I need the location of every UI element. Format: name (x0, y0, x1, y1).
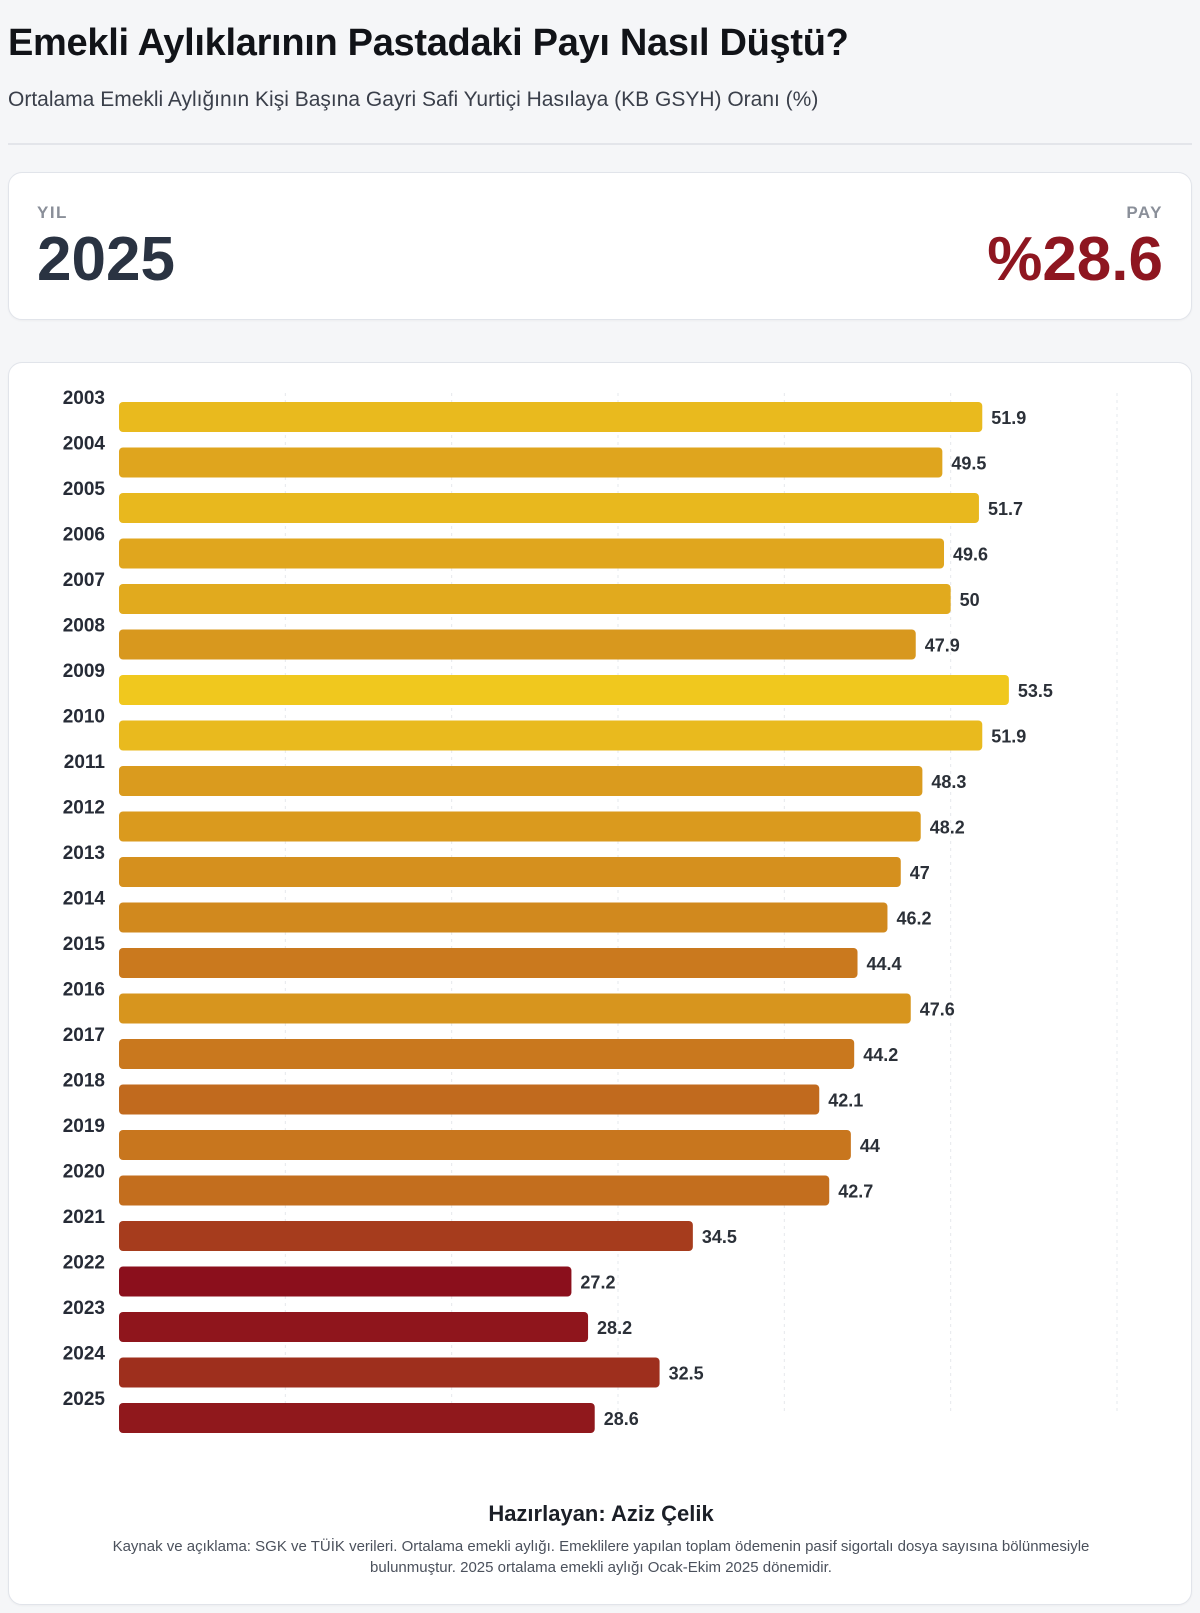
bar (119, 811, 921, 842)
value-label: 49.6 (953, 545, 988, 565)
value-label: 51.9 (991, 727, 1026, 747)
share-value: %28.6 (987, 225, 1163, 294)
bar (119, 1175, 830, 1206)
value-label: 47 (910, 863, 930, 883)
category-label: 2008 (63, 616, 105, 637)
category-label: 2016 (63, 980, 105, 1001)
category-label: 2020 (63, 1162, 105, 1183)
value-label: 50 (960, 590, 980, 610)
bar (119, 538, 945, 569)
value-label: 42.1 (828, 1091, 863, 1111)
category-label: 2009 (63, 661, 105, 682)
value-label: 44 (860, 1136, 880, 1156)
category-label: 2014 (63, 889, 106, 910)
bar (119, 948, 858, 978)
credit-text: Hazırlayan: Aziz Çelik (488, 1501, 714, 1526)
value-label: 51.9 (991, 408, 1026, 428)
value-label: 27.2 (580, 1273, 615, 1293)
category-label: 2006 (63, 525, 105, 546)
value-label: 48.3 (931, 772, 966, 792)
bar (119, 993, 911, 1024)
category-label: 2005 (63, 479, 106, 500)
value-label: 34.5 (702, 1227, 737, 1247)
bar (119, 675, 1009, 705)
value-label: 47.6 (920, 1000, 955, 1020)
source-note: Kaynak ve açıklama: SGK ve TÜİK verileri… (112, 1538, 1090, 1576)
bar (119, 766, 923, 796)
category-label: 2022 (63, 1253, 105, 1274)
category-label: 2023 (63, 1298, 105, 1319)
value-label: 44.2 (863, 1045, 898, 1065)
bar (119, 1312, 589, 1342)
value-label: 49.5 (951, 454, 986, 474)
category-label: 2018 (63, 1071, 105, 1092)
value-label: 42.7 (838, 1182, 873, 1202)
category-label: 2015 (63, 934, 106, 955)
kpi-card: YIL 2025 PAY %28.6 (8, 172, 1192, 320)
category-label: 2024 (63, 1344, 106, 1365)
value-label: 48.2 (930, 818, 965, 838)
bar (119, 629, 916, 660)
category-label: 2019 (63, 1116, 105, 1137)
value-label: 28.2 (597, 1318, 632, 1338)
value-label: 53.5 (1018, 681, 1053, 701)
page-title: Emekli Aylıklarının Pastadaki Payı Nasıl… (8, 22, 849, 64)
year-label: YIL (37, 203, 68, 222)
value-label: 46.2 (896, 909, 931, 929)
bar (119, 493, 979, 523)
category-label: 2013 (63, 843, 105, 864)
year-value: 2025 (37, 225, 175, 294)
value-label: 28.6 (604, 1409, 639, 1429)
bar (119, 584, 951, 614)
chart-card: 2003 51.9 2004 49.5 2005 51.7 2006 49.6 2007 50 20… (8, 362, 1192, 1605)
bar (119, 720, 983, 751)
bar (119, 1403, 595, 1433)
value-label: 51.7 (988, 499, 1023, 519)
value-label: 47.9 (925, 636, 960, 656)
category-label: 2004 (63, 434, 106, 455)
share-label: PAY (1126, 203, 1163, 222)
category-label: 2011 (64, 752, 106, 773)
bar (119, 1130, 851, 1160)
bar (119, 1357, 660, 1388)
bar (119, 1084, 820, 1115)
category-label: 2025 (63, 1389, 106, 1410)
bar (119, 402, 983, 432)
bar (119, 1221, 693, 1251)
value-label: 32.5 (669, 1364, 704, 1384)
header-divider (8, 143, 1192, 145)
value-label: 44.4 (867, 954, 902, 974)
category-label: 2010 (63, 707, 105, 728)
category-label: 2012 (63, 798, 105, 819)
bar (119, 1039, 855, 1069)
bar-chart: 2003 51.9 2004 49.5 2005 51.7 2006 49.6 2007 50 20… (63, 388, 1118, 1433)
page-subtitle: Ortalama Emekli Aylığının Kişi Başına Ga… (8, 88, 819, 111)
bar (119, 1266, 572, 1297)
bar (119, 902, 888, 933)
category-label: 2007 (63, 570, 105, 591)
category-label: 2021 (63, 1207, 106, 1228)
category-label: 2017 (63, 1025, 105, 1046)
category-label: 2003 (63, 388, 105, 409)
bar (119, 857, 901, 887)
bar (119, 447, 943, 478)
